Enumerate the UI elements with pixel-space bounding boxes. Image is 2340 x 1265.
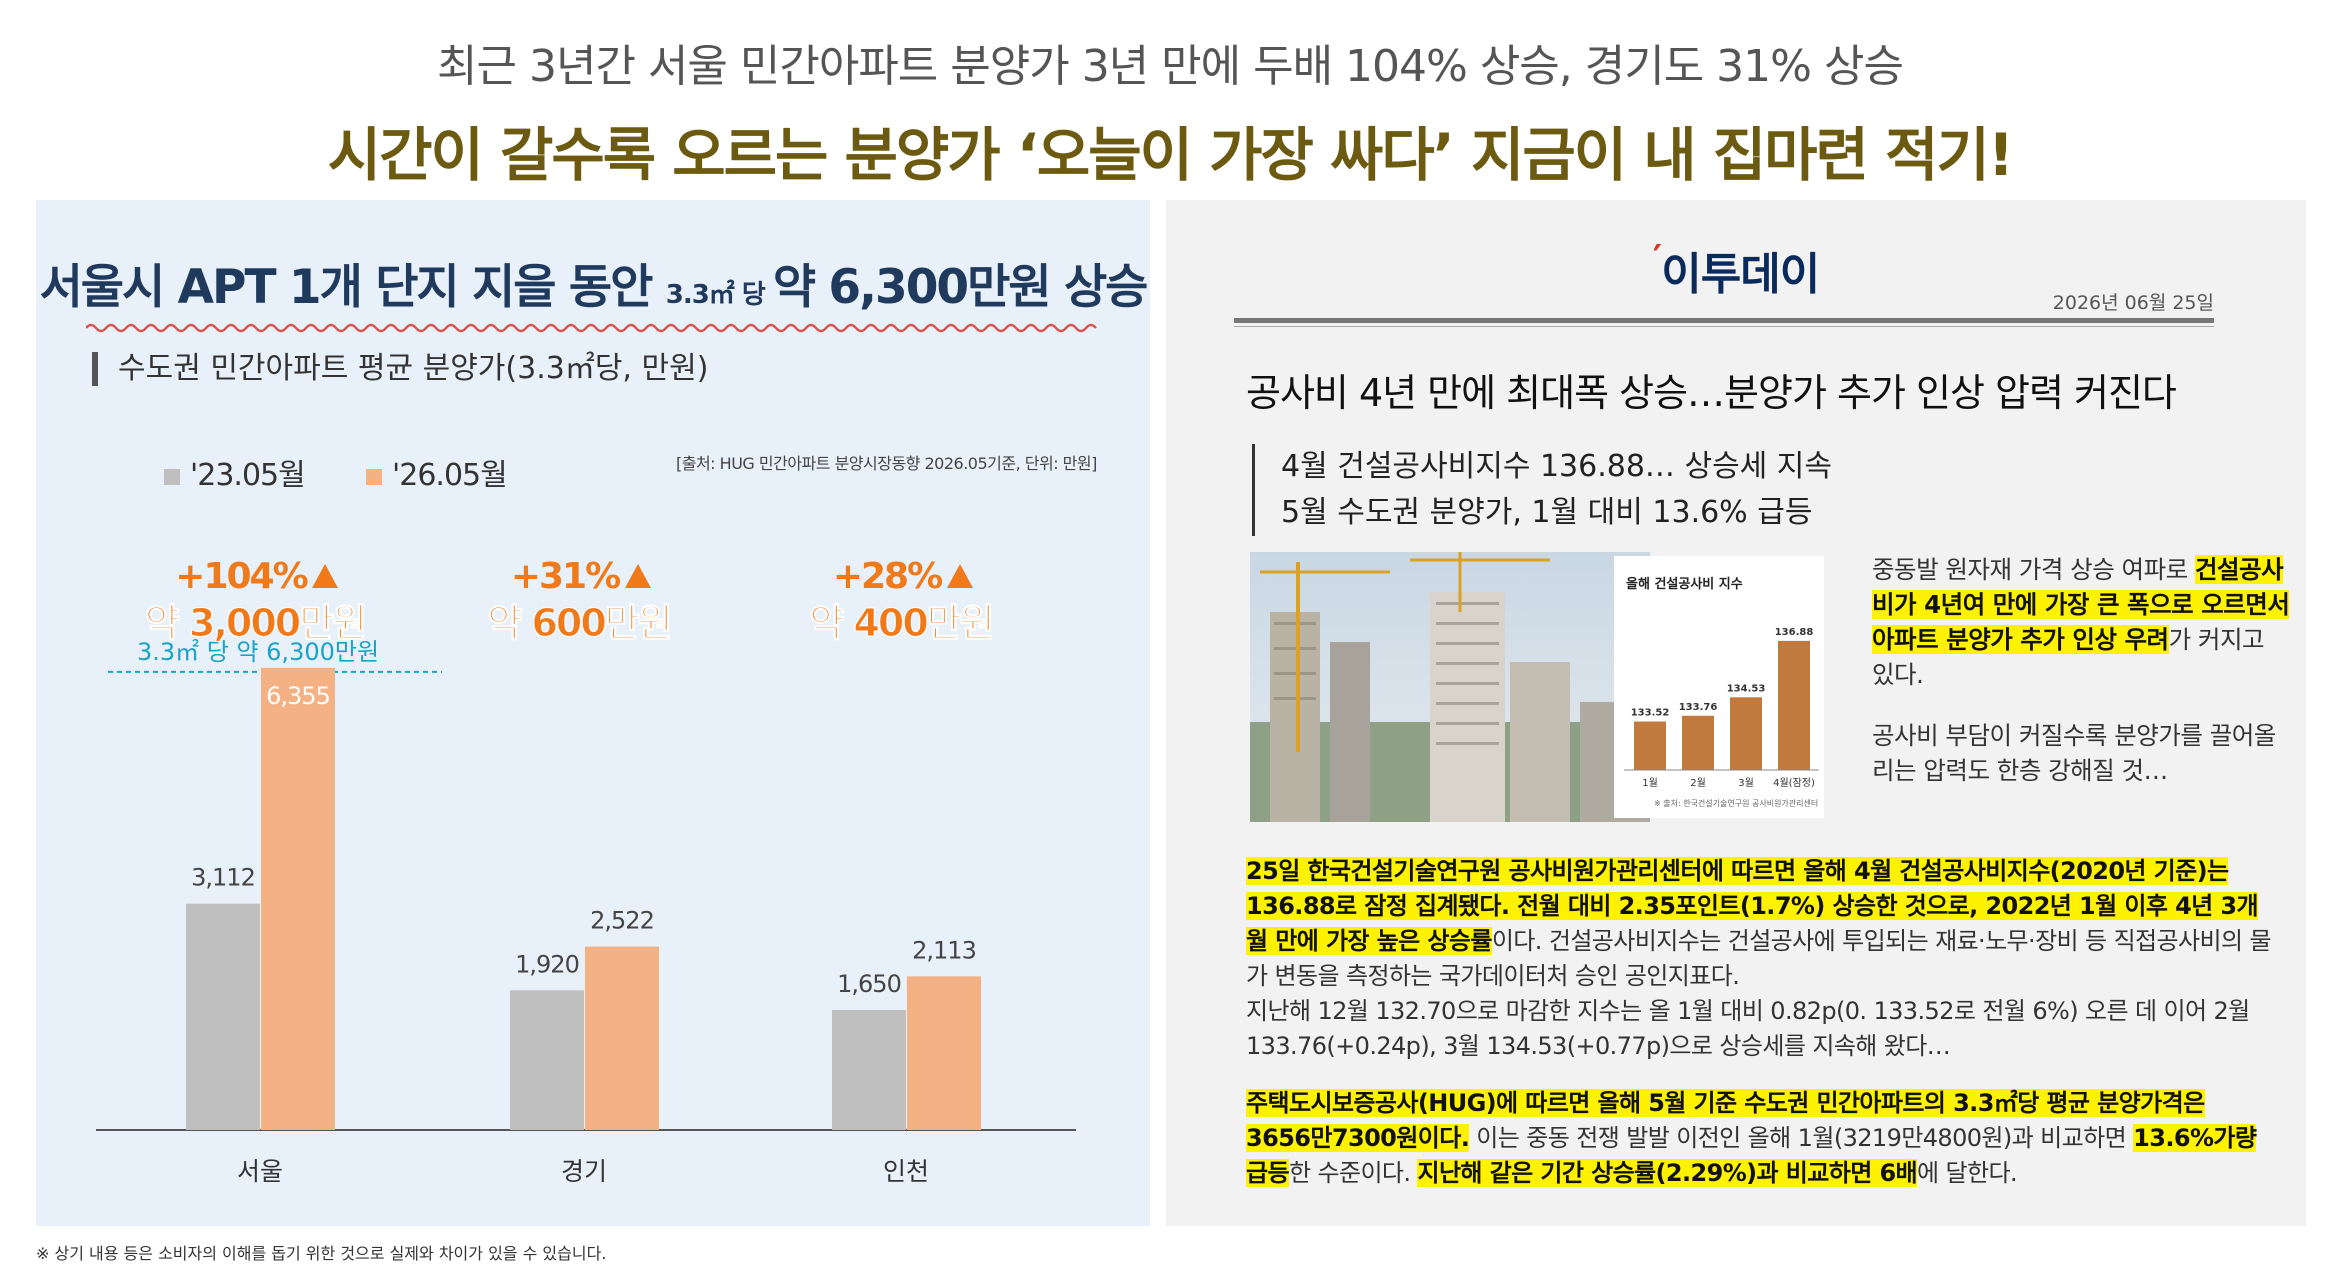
annotation-amount: 약 400만원 (809, 601, 992, 645)
article-body-2: 주택도시보증공사(HUG)에 따르면 올해 5월 기준 수도권 민간아파트의 3… (1246, 1086, 2276, 1191)
body2-text-2: 한 수준이다. (1288, 1159, 1418, 1187)
inset-bar-label: 133.52 (1631, 708, 1670, 719)
up-triangle-icon (947, 564, 973, 588)
bar-value-label: 2,113 (912, 936, 976, 964)
bar-value-label: 2,522 (590, 907, 654, 935)
footnote: ※ 상기 내용 등은 소비자의 이해를 돕기 위한 것으로 실제와 차이가 있을… (36, 1244, 607, 1263)
chart-source: [출처: HUG 민간아파트 분양시장동향 2026.05기준, 단위: 만원] (676, 454, 1097, 473)
inset-category-label: 2월 (1690, 777, 1706, 789)
bar-old-1 (186, 903, 260, 1130)
body2-text-3: 에 달한다. (1917, 1159, 2018, 1187)
title-main: 서울시 APT 1개 단지 지을 동안 (39, 260, 666, 315)
left-panel: 서울시 APT 1개 단지 지을 동안 3.3㎡ 당 약 6,300만원 상승 … (36, 200, 1150, 1226)
bar-value-label: 1,920 (515, 950, 579, 978)
annotation-percent: +28% (833, 556, 942, 597)
inset-bar (1730, 697, 1762, 770)
category-label: 서울 (237, 1157, 283, 1186)
inset-bar-label: 134.53 (1727, 683, 1766, 694)
right-panel: ′이투데이 2026년 06월 25일 공사비 4년 만에 최대폭 상승…분양가… (1166, 200, 2306, 1226)
article-headline: 공사비 4년 만에 최대폭 상승…분양가 추가 인상 압력 커진다 (1246, 371, 2177, 415)
subhead-2: 5월 수도권 분양가, 1월 대비 13.6% 급등 (1281, 495, 1813, 530)
inset-chart-title: 올해 건설공사비 지수 (1626, 576, 1743, 592)
legend-item-old: '23.05월 (164, 450, 306, 494)
article-subheads: 4월 건설공사비지수 136.88… 상승세 지속 5월 수도권 분양가, 1월… (1252, 444, 1832, 536)
body1-rest: 이다. 건설공사비지수는 건설공사에 투입되는 재료·노무·장비 등 직접공사비… (1246, 927, 2272, 990)
side-text-p2: 공사비 부담이 커질수록 분양가를 끌어올리는 압력도 한층 강해질 것… (1872, 721, 2276, 785)
inset-source: ※ 출처: 한국건설기술연구원 공사비원가관리센터 (1654, 798, 1818, 808)
subhead-1: 4월 건설공사비지수 136.88… 상승세 지속 (1281, 449, 1833, 484)
inset-category-label: 3월 (1738, 777, 1754, 789)
bar-new-2 (585, 946, 659, 1130)
title-end: 약 6,300만원 상승 (772, 260, 1149, 315)
body1-line2: 지난해 12월 132.70으로 마감한 지수는 올 1월 대비 0.82p(0… (1246, 997, 2250, 1060)
side-text-intro: 중동발 원자재 가격 상승 여파로 (1872, 555, 2195, 584)
legend-label-old: '23.05월 (190, 458, 306, 493)
article-date: 2026년 06월 25일 (2052, 292, 2214, 314)
inset-category-label: 1월 (1642, 777, 1658, 789)
wavy-underline (86, 323, 1097, 333)
header-rule (1234, 318, 2214, 323)
bar-old-3 (832, 1010, 906, 1130)
bar-old-2 (510, 990, 584, 1130)
category-label: 경기 (561, 1157, 607, 1186)
legend-label-new: '26.05월 (392, 458, 508, 493)
body2-highlight-3: 지난해 같은 기간 상승률(2.29%)과 비교하면 6배 (1417, 1159, 1918, 1187)
cost-index-inset-chart: 올해 건설공사비 지수 133.52 1월 133.76 2월 134.53 3월 136.8… (1614, 556, 1824, 818)
bar-new-3 (907, 976, 981, 1130)
legend-swatch-new (366, 468, 382, 485)
annotation-percent: +104% (175, 556, 307, 597)
left-panel-title: 서울시 APT 1개 단지 지을 동안 3.3㎡ 당 약 6,300만원 상승 (36, 248, 1150, 317)
bar-new-1 (261, 667, 335, 1130)
construction-photo (1250, 552, 1650, 822)
article-body-1: 25일 한국건설기술연구원 공사비원가관리센터에 따르면 올해 4월 건설공사비… (1246, 854, 2276, 1064)
inset-bar-label: 133.76 (1679, 702, 1718, 713)
side-text: 중동발 원자재 가격 상승 여파로 건설공사비가 4년여 만에 가장 큰 폭으로… (1872, 552, 2292, 788)
inset-bar (1634, 721, 1666, 770)
inset-category-label: 4월(잠정) (1773, 777, 1815, 789)
header-subtitle: 최근 3년간 서울 민간아파트 분양가 3년 만에 두배 104% 상승, 경기… (437, 41, 1904, 92)
up-triangle-icon (312, 564, 338, 588)
header-title: 시간이 갈수록 오르는 분양가 ‘오늘이 가장 싸다’ 지금이 내 집마련 적기… (327, 121, 2015, 189)
newspaper-logo: ′이투데이 (1166, 238, 2306, 302)
logo-text: 이투데이 (1661, 249, 1820, 300)
inset-bar (1682, 715, 1714, 770)
legend-item-new: '26.05월 (366, 450, 508, 494)
chart-subtitle: 수도권 민간아파트 평균 분양가(3.3㎡당, 만원) (92, 352, 708, 386)
side-text-end: 가 커지고 있다. (1872, 625, 2265, 689)
inset-bar (1778, 640, 1810, 770)
bar-chart: 3.3㎡ 당 약 6,300만원 3,112 6,355 서울 +104%약 3,000… (96, 556, 1076, 1186)
annotation-amount: 약 3,000만원 (145, 601, 365, 645)
annotation-amount: 약 600만원 (487, 601, 670, 645)
bar-value-label: 3,112 (191, 864, 255, 892)
bar-value-label: 6,355 (266, 682, 330, 710)
title-unit: 3.3㎡ 당 (665, 280, 773, 310)
legend-swatch-old (164, 468, 180, 485)
body2-text-1: 이는 중동 전쟁 발발 이전인 올해 1월(3219만4800원)과 비교하면 (1469, 1124, 2134, 1152)
reference-label: 3.3㎡ 당 약 6,300만원 (137, 638, 379, 666)
inset-bar-label: 136.88 (1775, 627, 1814, 638)
annotation-percent: +31% (511, 556, 620, 597)
up-triangle-icon (625, 564, 651, 588)
header-rule-thin (1234, 326, 2214, 327)
logo-mark-icon: ′ (1652, 238, 1662, 279)
bar-value-label: 1,650 (837, 970, 901, 998)
category-label: 인천 (883, 1157, 929, 1186)
